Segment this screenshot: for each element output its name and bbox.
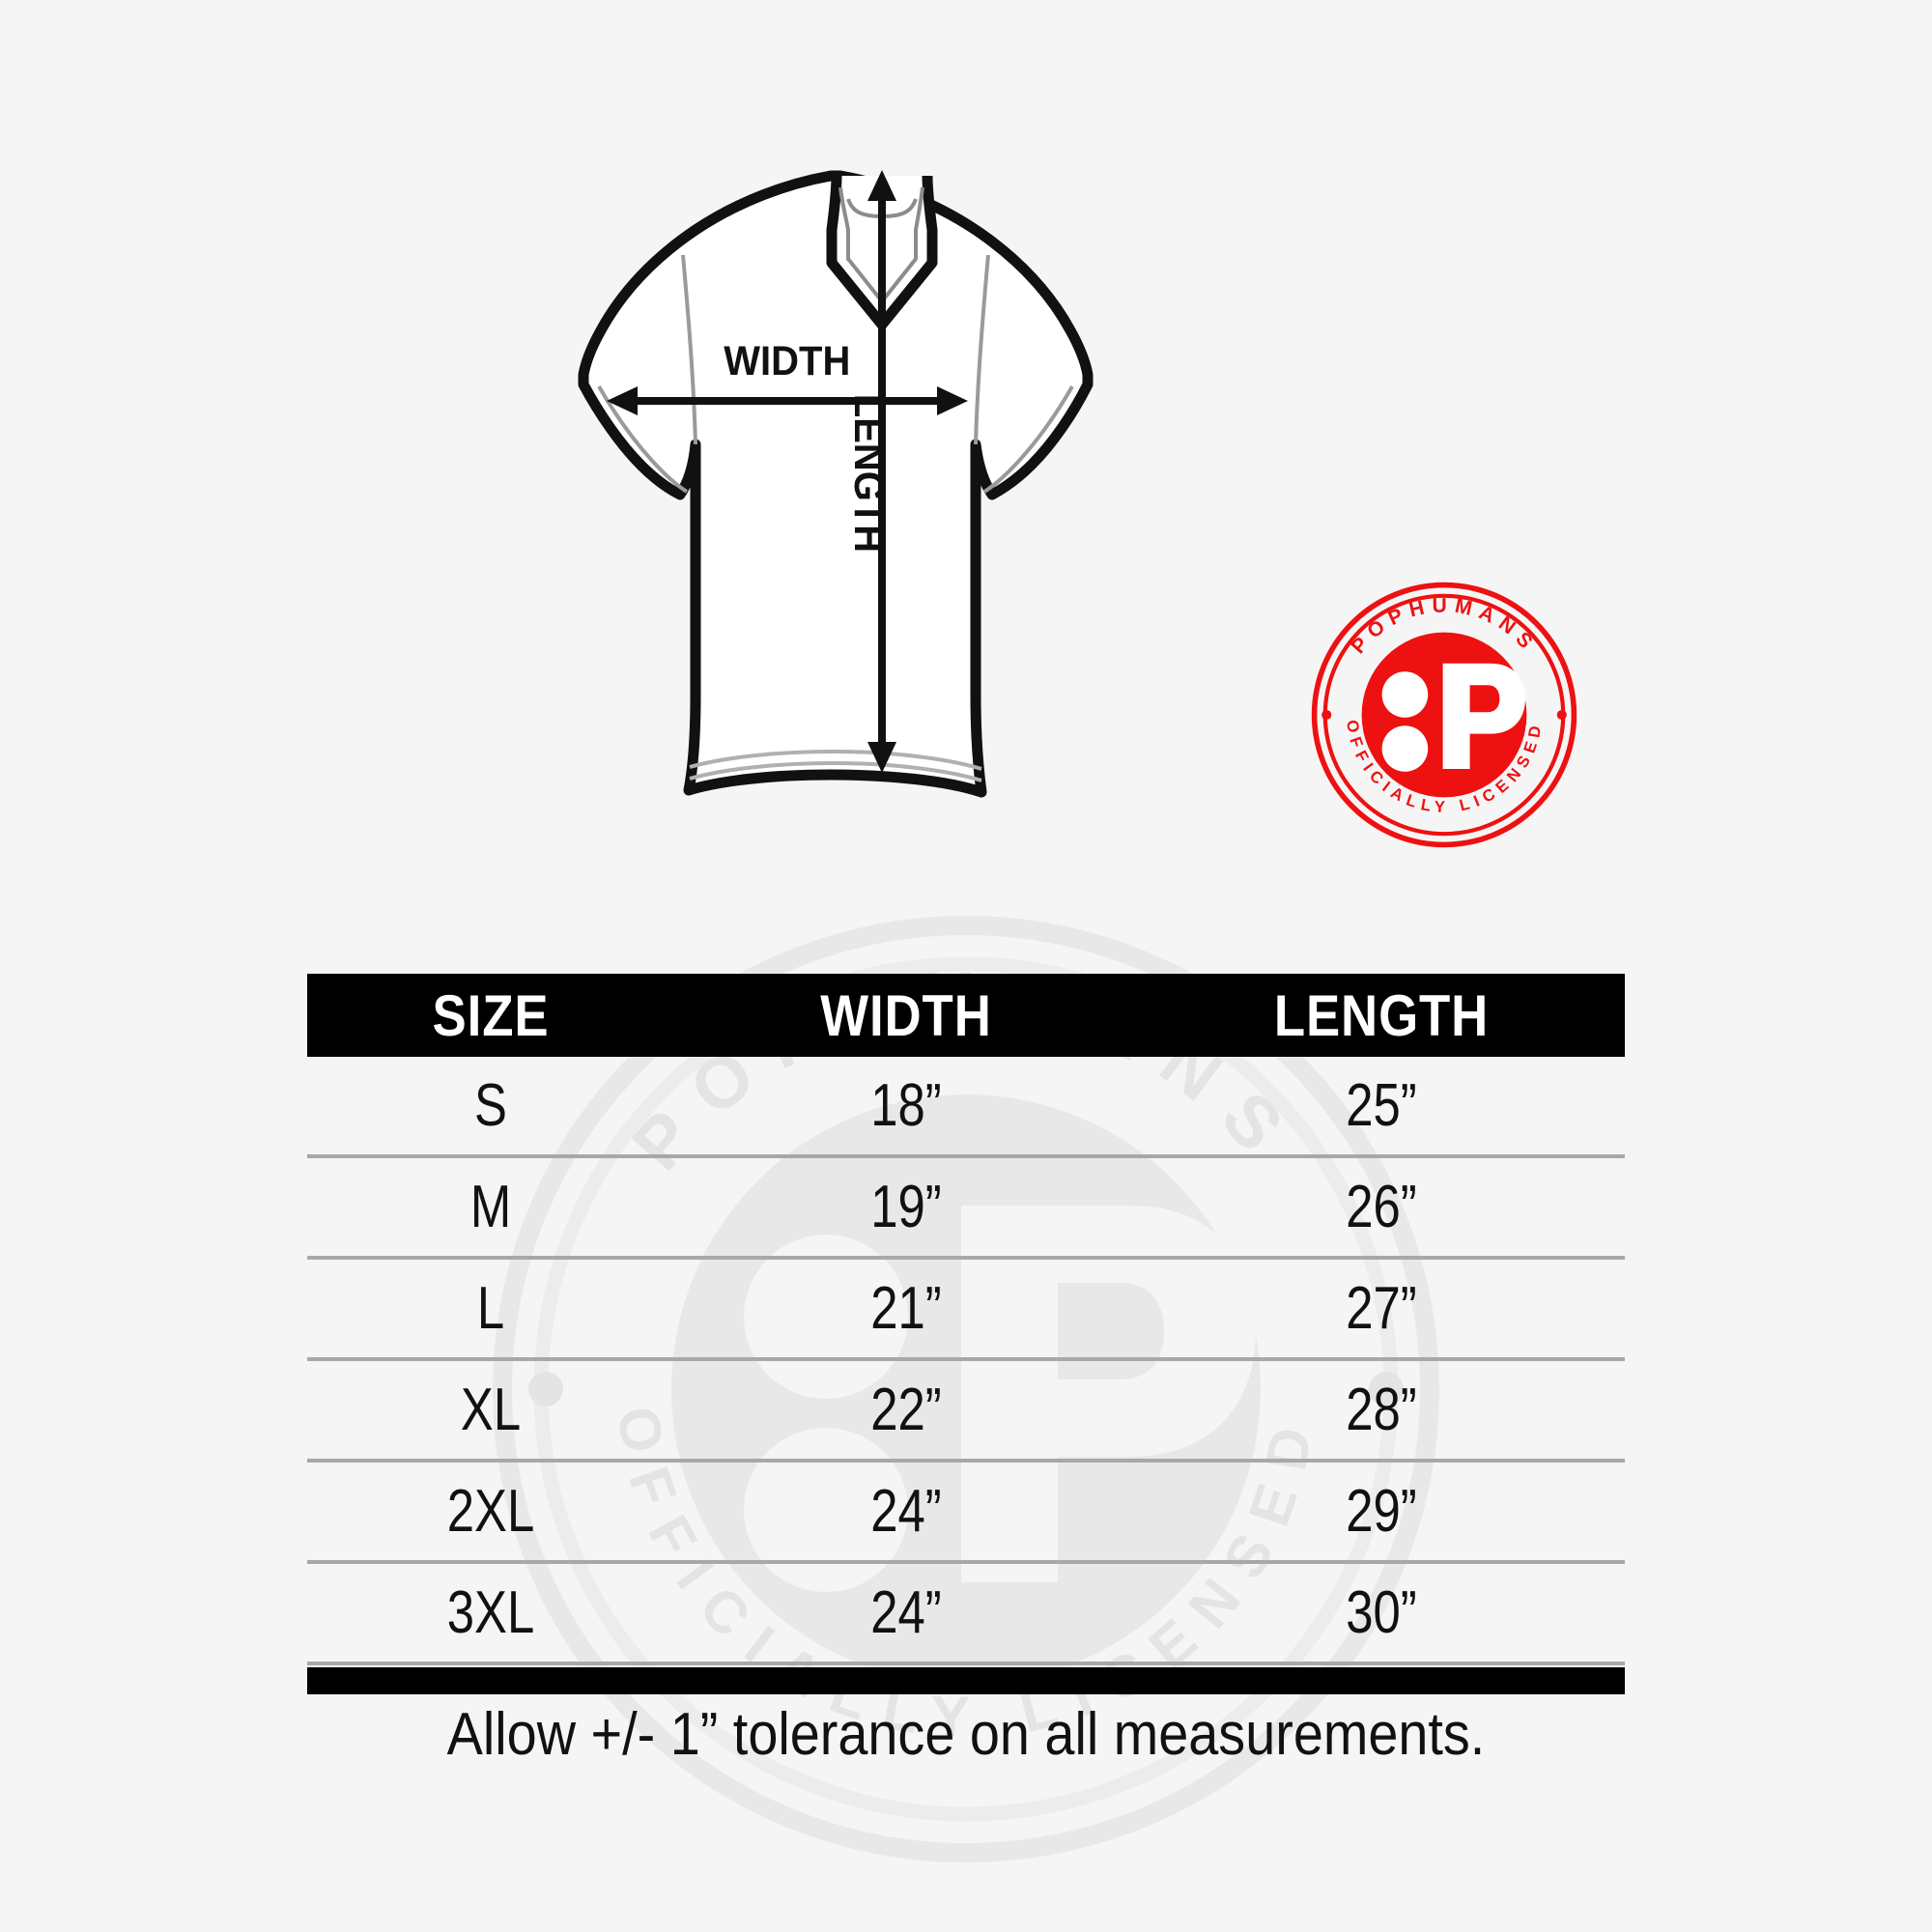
table-row: XL 22” 28” [307,1361,1625,1463]
cell-width: 21” [870,1275,942,1342]
cell-width: 19” [870,1174,942,1240]
table-row: L 21” 27” [307,1260,1625,1361]
cell-length: 27” [1346,1275,1417,1342]
size-chart-table: POPHUMANS OFFICIALLY LICENSED SIZE WIDTH… [307,916,1625,1862]
cell-width: 24” [870,1579,942,1646]
cell-length: 30” [1346,1579,1417,1646]
table-bottom-bar [307,1667,1625,1694]
cell-width: 22” [870,1377,942,1443]
width-label: WIDTH [724,337,850,384]
width-dimension-arrow [607,386,968,415]
column-header-length: LENGTH [1273,982,1490,1048]
table-row: S 18” 25” [307,1057,1625,1158]
badge-right-dot [1556,709,1567,721]
cell-size: 2XL [446,1478,535,1545]
cell-size: M [469,1174,512,1240]
pophumans-logo-badge: POPHUMANS OFFICIALLY LICENSED [1311,582,1577,848]
table-row: 3XL 24” 30” [307,1564,1625,1665]
badge-left-dot [1321,709,1332,721]
badge-dot-lower [1381,725,1429,772]
cell-size: XL [460,1377,522,1443]
badge-outer-ring [1311,582,1577,848]
table-row: 2XL 24” 29” [307,1463,1625,1564]
cell-length: 29” [1346,1478,1417,1545]
cell-size: 3XL [446,1579,535,1646]
column-header-width: WIDTH [820,982,992,1048]
table-header-row: SIZE WIDTH LENGTH [307,974,1625,1057]
cell-size: S [474,1072,507,1139]
garment-illustration: WIDTH LENGTH POPHUMANS OFFICIALLY LICENS… [0,0,1932,956]
cell-length: 26” [1346,1174,1417,1240]
length-dimension-arrow [867,170,896,773]
table-row: M 19” 26” [307,1158,1625,1260]
tshirt-outline [578,170,1094,798]
length-label: LENGTH [846,394,894,553]
tolerance-footnote: Allow +/- 1” tolerance on all measuremen… [446,1701,1486,1768]
column-header-size: SIZE [432,982,550,1048]
cell-length: 28” [1346,1377,1417,1443]
cell-width: 24” [870,1478,942,1545]
cell-size: L [476,1275,505,1342]
badge-dot-upper [1381,671,1429,718]
tshirt-diagram: WIDTH LENGTH [578,170,1094,798]
cell-length: 25” [1346,1072,1417,1139]
cell-width: 18” [870,1072,942,1139]
badge-monogram-p [1442,663,1525,769]
